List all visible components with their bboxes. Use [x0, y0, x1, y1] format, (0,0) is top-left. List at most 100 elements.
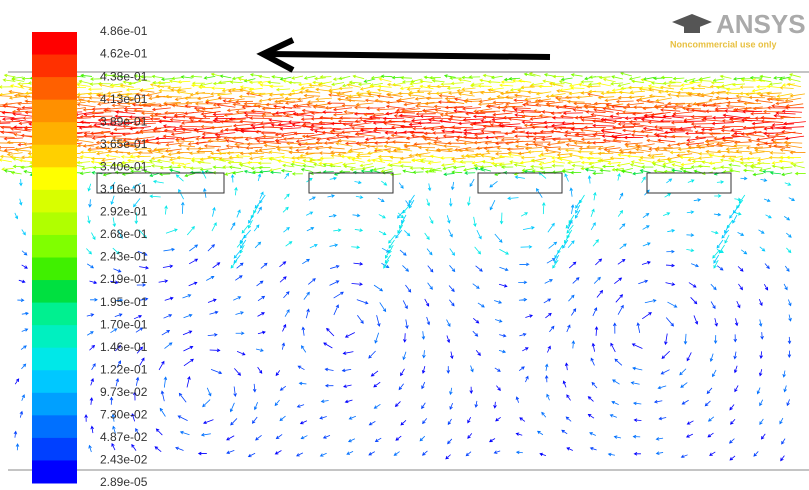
vector [413, 142, 432, 146]
vector [593, 108, 614, 113]
vector [194, 102, 213, 106]
vector [176, 90, 192, 95]
vector [302, 164, 315, 168]
vector [785, 103, 804, 108]
vector [221, 87, 236, 93]
vector [177, 87, 192, 92]
vector [381, 180, 388, 186]
vector [592, 141, 611, 145]
vector [306, 177, 313, 183]
vector [185, 147, 203, 151]
vector [686, 420, 694, 425]
vector [520, 245, 533, 249]
vector [201, 170, 207, 179]
vector [538, 84, 553, 89]
vector [495, 152, 511, 156]
vector [451, 125, 474, 129]
vector [578, 115, 601, 120]
vector [15, 443, 20, 451]
vector [663, 147, 681, 151]
vector [562, 111, 584, 116]
vector [617, 82, 631, 88]
vector [740, 118, 764, 122]
vector [354, 131, 376, 136]
vector [730, 127, 753, 132]
vector [498, 154, 514, 159]
vector [297, 96, 314, 101]
vector [580, 166, 593, 171]
vector [291, 160, 305, 165]
vector [151, 107, 171, 112]
vector [784, 265, 790, 272]
vector [399, 219, 405, 229]
vector [176, 162, 191, 168]
vector [175, 139, 194, 143]
vector [697, 156, 713, 160]
vector [406, 87, 421, 91]
vector [734, 318, 739, 327]
vector [587, 413, 595, 419]
vector [177, 143, 196, 148]
vector [518, 297, 528, 302]
vector [260, 131, 282, 135]
vector [690, 114, 713, 119]
vector [690, 263, 699, 268]
vector [408, 194, 415, 204]
vector [592, 171, 604, 176]
vector [524, 142, 544, 147]
colorbar-label: 4.87e-02 [100, 430, 148, 444]
vector [660, 108, 681, 112]
vector [493, 401, 497, 409]
vector [1, 110, 22, 115]
vector [93, 122, 116, 127]
vector [518, 79, 532, 83]
vector [781, 83, 796, 87]
vector [314, 103, 332, 108]
vector [786, 82, 802, 88]
vector [733, 365, 738, 374]
vector [499, 83, 514, 88]
vector [397, 212, 404, 219]
vector [193, 127, 216, 132]
vector [449, 248, 456, 256]
vector [9, 117, 33, 123]
vector [561, 121, 584, 125]
vector [277, 159, 291, 164]
vector [277, 99, 296, 104]
vector [614, 168, 626, 172]
vector [647, 153, 664, 158]
vector [98, 83, 113, 88]
vector [444, 105, 464, 110]
vector [735, 149, 752, 153]
vector [789, 150, 806, 155]
vector [233, 386, 237, 397]
vector [573, 101, 592, 106]
vector [236, 350, 246, 356]
vector [561, 169, 573, 174]
vector [298, 381, 307, 386]
vector [402, 351, 407, 361]
vector [405, 284, 412, 293]
vector [599, 168, 611, 173]
vector [440, 82, 454, 86]
vector [664, 333, 668, 346]
vector [580, 118, 604, 122]
vector [612, 379, 620, 385]
vector [449, 198, 453, 207]
vector [710, 283, 717, 291]
vector [590, 222, 596, 231]
vector [233, 249, 242, 259]
vector [377, 154, 393, 159]
vector [724, 234, 730, 244]
vector [487, 120, 511, 124]
vector [419, 435, 426, 442]
vector [715, 141, 735, 146]
vector [551, 123, 574, 128]
vector [128, 166, 141, 171]
vector [473, 131, 495, 137]
vector [751, 88, 766, 93]
vector [493, 163, 506, 168]
vector [695, 143, 715, 148]
vector [734, 197, 742, 202]
